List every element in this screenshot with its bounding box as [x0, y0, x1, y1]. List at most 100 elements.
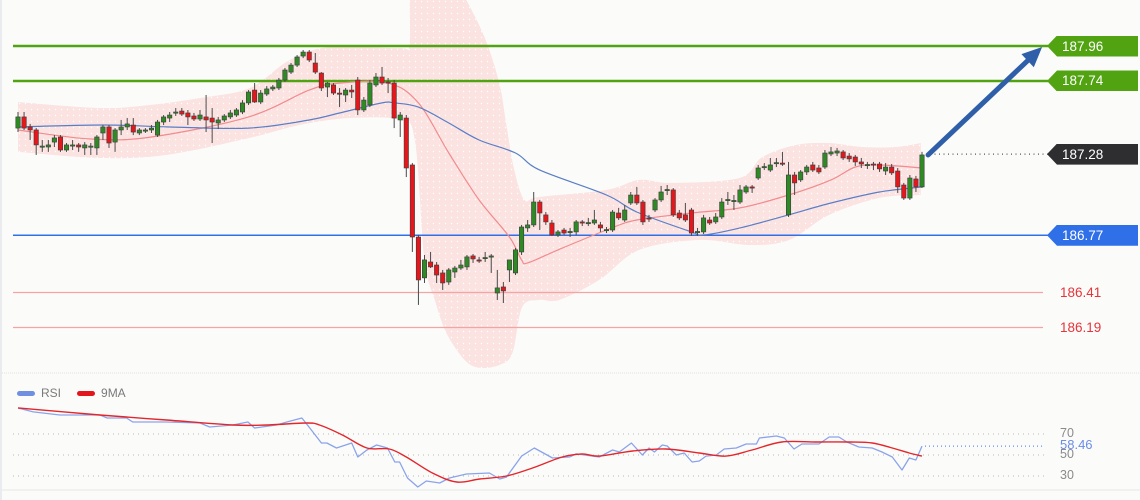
candle — [682, 202, 688, 222]
candle-body-bear — [634, 194, 640, 204]
candle-body-bull — [822, 152, 828, 168]
ma-legend-label: 9MA — [101, 386, 126, 400]
candle-body-bull — [373, 76, 379, 86]
candle — [349, 84, 355, 99]
support-1-label: 186.41 — [1060, 284, 1102, 300]
current-price-value: 187.28 — [1062, 146, 1104, 162]
candle-body-bull — [458, 264, 464, 269]
rsi-current-value: 58.46 — [1060, 437, 1093, 453]
candle-body-bear — [179, 110, 185, 115]
candle — [185, 109, 191, 126]
candle-body-bear — [476, 259, 482, 262]
candle-body-bear — [318, 72, 324, 89]
rsi-level-70: 70 — [1060, 426, 1074, 440]
candle-body-bear — [337, 92, 343, 95]
candle — [203, 94, 209, 133]
ma-red-line — [17, 80, 923, 265]
candle-body-bull — [488, 255, 494, 258]
candle — [652, 198, 658, 213]
candle-body-bull — [701, 217, 707, 233]
candle — [591, 209, 597, 225]
candle-body-bear — [391, 82, 397, 119]
candle-body-bull — [294, 56, 300, 66]
candle-body-bear — [749, 186, 755, 189]
candle — [51, 135, 57, 147]
candle — [640, 199, 646, 225]
candle — [610, 209, 616, 232]
candle — [270, 84, 276, 92]
candle-body-bull — [573, 221, 579, 233]
candle — [391, 80, 397, 129]
candle-body-bear — [597, 224, 603, 229]
candle-body-bear — [306, 51, 312, 61]
candle-body-bull — [136, 129, 142, 134]
candle — [233, 108, 239, 117]
candle — [761, 163, 767, 171]
bollinger-band — [18, 0, 921, 369]
candle — [646, 214, 652, 222]
candle-body-bull — [70, 144, 76, 147]
candle-body-bear — [21, 116, 27, 129]
candle-body-bull — [591, 219, 597, 224]
candle-body-bull — [555, 231, 561, 236]
candle-body-bull — [239, 102, 245, 113]
candle — [428, 251, 434, 269]
candle — [792, 171, 798, 196]
candle-body-bull — [464, 256, 470, 268]
candle — [810, 161, 816, 172]
candle-body-bear — [27, 126, 33, 131]
candle — [737, 185, 743, 204]
candle — [57, 135, 63, 152]
candle — [634, 186, 640, 206]
candle-body-bull — [276, 79, 282, 89]
candle — [64, 143, 70, 152]
candle-body-bear — [901, 184, 907, 199]
candle — [822, 150, 828, 169]
candle-body-bear — [428, 261, 434, 268]
candle-body-bear — [682, 214, 688, 221]
candle — [482, 251, 488, 262]
candle — [749, 185, 755, 193]
candle — [537, 199, 543, 231]
candle — [88, 143, 94, 155]
candle-body-bull — [628, 194, 634, 204]
candle — [458, 259, 464, 270]
candle-body-bull — [725, 199, 731, 201]
candle-body-bull — [834, 150, 840, 154]
candle-body-bull — [343, 89, 349, 96]
candle-body-bear — [537, 201, 543, 214]
candle — [713, 212, 719, 224]
candle-body-bull — [737, 189, 743, 203]
candle-body-bear — [252, 89, 258, 103]
rsi-line — [17, 407, 923, 488]
candle — [531, 191, 537, 227]
candle — [707, 216, 713, 225]
pivot-value: 186.77 — [1062, 227, 1104, 243]
rsi-level-30: 30 — [1060, 468, 1074, 482]
candle — [616, 207, 622, 220]
candle — [513, 247, 519, 276]
candle — [179, 108, 185, 116]
candle — [330, 83, 336, 95]
candle-body-bull — [786, 174, 792, 216]
current-price-tag: 187.28 — [1047, 143, 1138, 165]
candle — [306, 49, 312, 63]
candle-body-bear — [349, 89, 355, 93]
candle-body-bull — [82, 144, 88, 149]
candle-body-bull — [919, 154, 925, 188]
candle-body-bear — [106, 126, 112, 144]
candle-body-bull — [664, 189, 670, 191]
candle-body-bear — [385, 81, 391, 84]
candle — [852, 154, 858, 166]
candle — [470, 254, 476, 263]
candle-body-bear — [616, 212, 622, 219]
candle-body-bull — [421, 259, 427, 279]
candle — [215, 116, 221, 130]
candle — [628, 191, 634, 206]
candle-body-bull — [51, 137, 57, 143]
candle — [883, 163, 889, 175]
candle-body-bull — [755, 167, 761, 179]
candle — [379, 66, 385, 85]
